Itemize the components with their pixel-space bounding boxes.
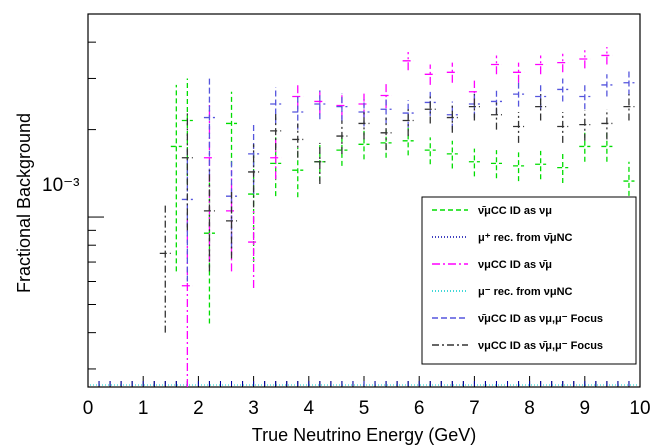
legend-entries: ν̄μCC ID as νμ μ⁺ rec. from ν̄μNC νμCC ID …: [432, 205, 603, 352]
x-tick-labels: 0 1 2 3 4 5 6 7 8 9 10: [83, 398, 651, 419]
x-tick-label: 7: [469, 398, 480, 419]
x-tick-label: 4: [304, 398, 315, 419]
legend-label: ν̄μCC ID as νμ: [478, 205, 552, 217]
legend-label: μ⁺ rec. from ν̄μNC: [478, 232, 573, 244]
y-tick-label: 10⁻³: [42, 175, 80, 196]
x-tick-label: 10: [629, 398, 650, 419]
x-tick-label: 2: [193, 398, 204, 419]
y-axis-label: Fractional Background: [14, 113, 34, 293]
x-tick-label: 5: [359, 398, 370, 419]
legend-label: μ⁻ rec. from νμNC: [478, 286, 573, 298]
x-tick-label: 1: [138, 398, 149, 419]
x-tick-label: 3: [248, 398, 259, 419]
series-5: [159, 94, 635, 333]
legend-box: [421, 196, 637, 365]
series-layer: [159, 46, 635, 387]
bottom-baseline-markers: [90, 381, 638, 386]
x-tick-label: 9: [580, 398, 591, 419]
x-axis-label: True Neutrino Energy (GeV): [252, 425, 476, 445]
legend-label: νμCC ID as ν̄μ: [478, 259, 552, 271]
legend: ν̄μCC ID as νμ μ⁺ rec. from ν̄μNC νμCC ID …: [421, 196, 637, 365]
legend-label: ν̄μCC ID as νμ,μ⁻ Focus: [478, 313, 603, 325]
x-tick-label: 8: [524, 398, 535, 419]
x-tick-label: 6: [414, 398, 425, 419]
x-tick-label: 0: [83, 398, 94, 419]
legend-label: νμCC ID as ν̄μ,μ⁻ Focus: [478, 340, 603, 352]
series-4: [181, 71, 635, 282]
